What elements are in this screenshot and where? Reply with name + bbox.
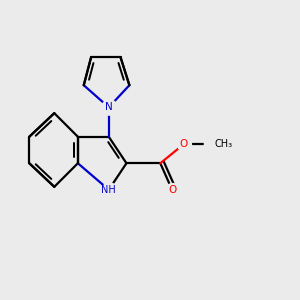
Text: O: O — [168, 185, 176, 195]
Text: NH: NH — [101, 185, 116, 195]
Text: O: O — [180, 139, 188, 149]
Text: CH₃: CH₃ — [215, 139, 233, 149]
Text: N: N — [105, 102, 113, 112]
